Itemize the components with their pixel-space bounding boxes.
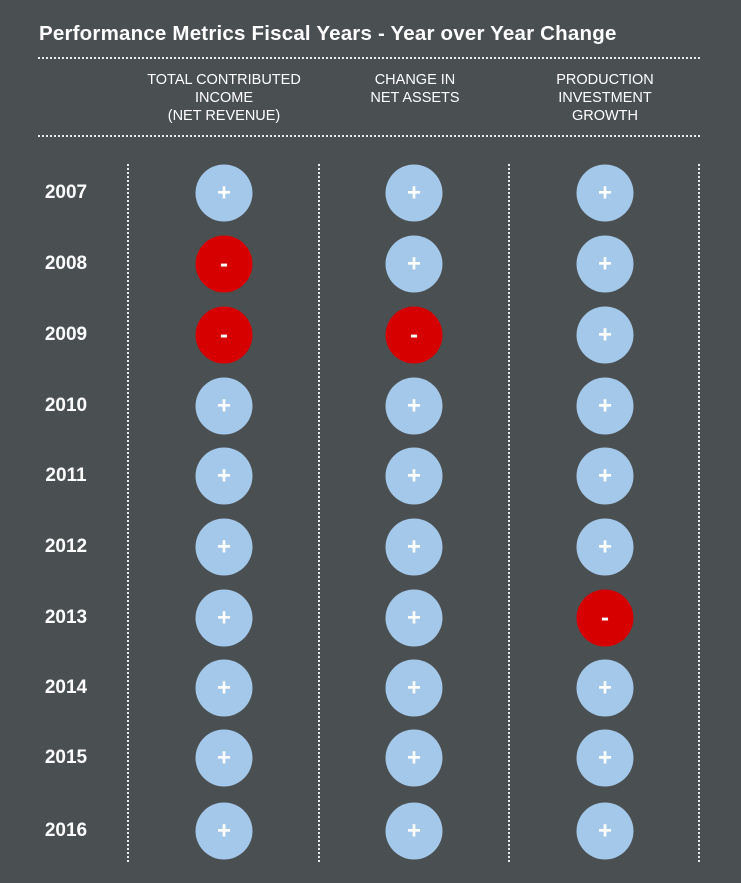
positive-change-marker: + (576, 447, 634, 505)
chart-title: Performance Metrics Fiscal Years - Year … (39, 22, 617, 45)
year-label: 2015 (44, 747, 88, 768)
positive-change-marker: + (385, 518, 443, 576)
title-divider (38, 57, 700, 59)
column-divider (698, 164, 700, 862)
year-label: 2012 (44, 536, 88, 557)
year-label: 2016 (44, 820, 88, 841)
year-label: 2013 (44, 607, 88, 628)
positive-change-marker: + (576, 235, 634, 293)
positive-change-marker: + (385, 447, 443, 505)
negative-change-marker: - (385, 306, 443, 364)
year-label: 2014 (44, 677, 88, 698)
year-label: 2009 (44, 324, 88, 345)
positive-change-marker: + (385, 377, 443, 435)
positive-change-marker: + (385, 659, 443, 717)
column-header-total-contributed-income: TOTAL CONTRIBUTED INCOME (NET REVENUE) (147, 72, 301, 124)
positive-change-marker: + (385, 802, 443, 860)
column-divider (508, 164, 510, 862)
column-divider (127, 164, 129, 862)
positive-change-marker: + (385, 164, 443, 222)
positive-change-marker: + (195, 729, 253, 787)
positive-change-marker: + (576, 377, 634, 435)
positive-change-marker: + (576, 164, 634, 222)
year-label: 2007 (44, 182, 88, 203)
positive-change-marker: + (385, 235, 443, 293)
year-label: 2010 (44, 395, 88, 416)
positive-change-marker: + (195, 447, 253, 505)
column-header-change-in-net-assets: CHANGE IN NET ASSETS (370, 72, 460, 106)
positive-change-marker: + (576, 306, 634, 364)
positive-change-marker: + (576, 729, 634, 787)
year-label: 2011 (45, 465, 87, 486)
positive-change-marker: + (385, 729, 443, 787)
positive-change-marker: + (576, 802, 634, 860)
positive-change-marker: + (195, 164, 253, 222)
negative-change-marker: - (195, 235, 253, 293)
negative-change-marker: - (576, 589, 634, 647)
positive-change-marker: + (385, 589, 443, 647)
column-header-production-investment-growth: PRODUCTION INVESTMENT GROWTH (556, 72, 654, 124)
positive-change-marker: + (195, 802, 253, 860)
positive-change-marker: + (576, 518, 634, 576)
column-divider (318, 164, 320, 862)
positive-change-marker: + (195, 518, 253, 576)
header-divider (38, 135, 700, 137)
negative-change-marker: - (195, 306, 253, 364)
year-label: 2008 (44, 253, 88, 274)
positive-change-marker: + (195, 659, 253, 717)
positive-change-marker: + (195, 377, 253, 435)
positive-change-marker: + (576, 659, 634, 717)
positive-change-marker: + (195, 589, 253, 647)
